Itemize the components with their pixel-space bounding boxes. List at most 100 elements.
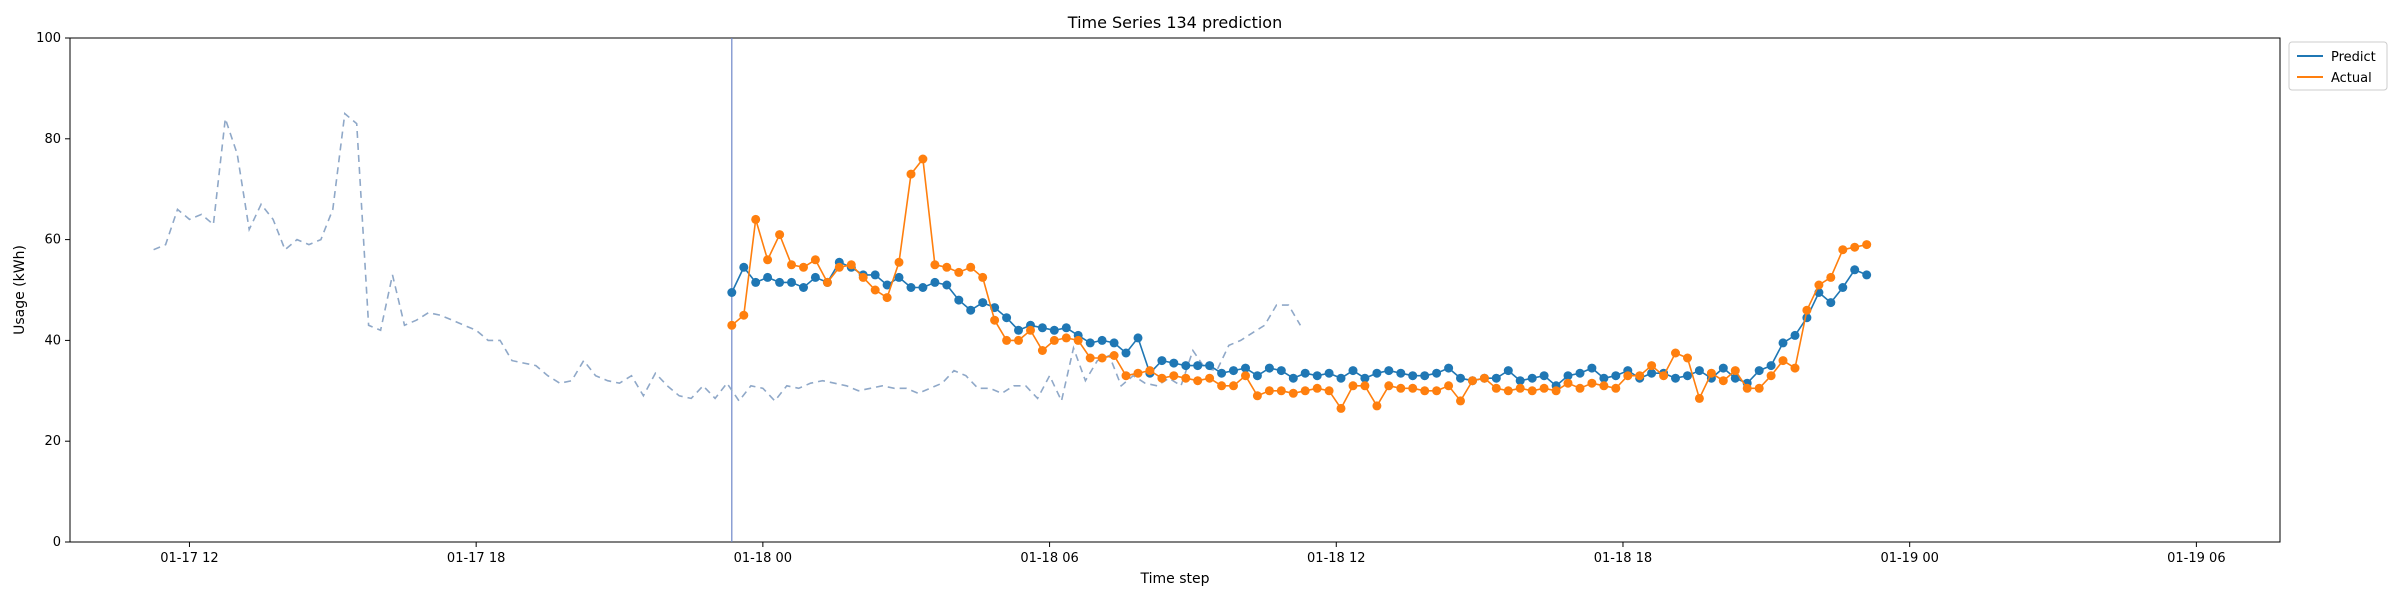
actual-point	[1193, 376, 1203, 386]
actual-point	[1217, 381, 1227, 391]
actual-point	[1826, 272, 1836, 282]
predict-point	[1169, 358, 1179, 368]
x-tick-label: 01-17 12	[160, 551, 218, 566]
predict-point	[1539, 371, 1549, 381]
predict-point	[1599, 373, 1609, 383]
actual-point	[1002, 335, 1012, 345]
actual-point	[1384, 381, 1394, 391]
actual-point	[1814, 280, 1824, 290]
x-tick-label: 01-17 18	[447, 551, 505, 566]
predict-point	[1264, 363, 1274, 373]
predict-point	[1444, 363, 1454, 373]
predict-point	[1300, 368, 1310, 378]
actual-point	[1097, 353, 1107, 363]
actual-point	[1862, 240, 1872, 250]
predict-point	[1432, 368, 1442, 378]
predict-point	[751, 277, 761, 287]
plot-area: 0 20 40 60 80 100 01-17 12 01-17 18 01-18 00 01-1…	[36, 31, 2281, 566]
actual-point	[1551, 386, 1561, 396]
predict-point	[775, 277, 785, 287]
actual-point	[822, 277, 832, 287]
actual-point	[846, 260, 856, 270]
actual-point	[870, 285, 880, 295]
x-tick-label: 01-18 00	[734, 551, 792, 566]
actual-point	[1360, 381, 1370, 391]
predict-point	[1826, 298, 1836, 308]
actual-point	[1061, 333, 1071, 343]
predict-point	[1503, 366, 1513, 376]
predict-point	[1157, 356, 1167, 366]
actual-point	[918, 154, 928, 164]
actual-point	[1706, 368, 1716, 378]
actual-point	[787, 260, 796, 270]
predict-point	[1396, 368, 1406, 378]
actual-point	[1157, 373, 1167, 383]
actual-point	[978, 272, 988, 282]
actual-point	[942, 262, 952, 272]
predict-point	[1372, 368, 1382, 378]
predict-point	[799, 283, 808, 292]
actual-point	[1659, 371, 1669, 381]
predict-point	[1575, 368, 1585, 378]
x-tick-label: 01-18 06	[1020, 551, 1078, 566]
predict-point	[1109, 338, 1119, 348]
x-tick-label: 01-18 18	[1594, 551, 1652, 566]
predict-point	[1360, 373, 1370, 383]
actual-point	[858, 272, 868, 282]
predict-point	[1229, 366, 1238, 376]
actual-point	[1372, 401, 1382, 411]
actual-point	[1599, 381, 1609, 391]
predict-point	[1587, 363, 1597, 373]
y-tick-label: 60	[44, 233, 61, 248]
actual-point	[1575, 383, 1585, 393]
actual-point	[1838, 245, 1848, 255]
predict-point	[1193, 361, 1203, 371]
actual-point	[906, 169, 916, 179]
predict-point	[739, 262, 749, 272]
actual-point	[1145, 366, 1155, 376]
predict-point	[894, 272, 904, 282]
actual-point	[1611, 383, 1621, 393]
predict-point	[978, 298, 988, 308]
actual-point	[1456, 396, 1465, 406]
actual-point	[1336, 403, 1346, 413]
predict-point	[1133, 333, 1143, 343]
actual-point	[1121, 371, 1131, 381]
predict-point	[1778, 338, 1788, 348]
actual-point	[1647, 361, 1657, 371]
actual-point	[775, 230, 785, 240]
y-axis-label: Usage (kWh)	[12, 245, 28, 335]
actual-point	[1229, 381, 1238, 391]
predict-point	[1002, 313, 1012, 323]
actual-point	[1766, 371, 1776, 381]
history-series-line	[153, 112, 1302, 404]
predict-point	[1850, 265, 1860, 275]
actual-point	[1802, 305, 1812, 315]
x-tick-label: 01-19 00	[1880, 551, 1938, 566]
predict-point	[1718, 363, 1728, 373]
actual-point	[1300, 386, 1310, 396]
actual-point	[810, 255, 820, 265]
actual-point	[763, 255, 773, 265]
actual-point	[1742, 383, 1752, 393]
legend: Predict Actual	[2288, 41, 2388, 91]
actual-point	[954, 267, 964, 277]
actual-point	[1539, 383, 1549, 393]
predict-point	[1061, 323, 1071, 333]
actual-point	[1790, 363, 1800, 373]
predict-point	[1205, 361, 1215, 371]
x-tick-label: 01-18 12	[1307, 551, 1365, 566]
predict-point	[1384, 366, 1394, 376]
actual-point	[1408, 383, 1418, 393]
predict-point	[918, 283, 928, 292]
predict-point	[1491, 373, 1501, 383]
predict-point	[1097, 335, 1107, 345]
actual-point	[1073, 335, 1083, 345]
actual-point	[930, 260, 940, 270]
actual-point	[1730, 366, 1740, 376]
actual-point	[1468, 376, 1477, 386]
predict-point	[763, 272, 773, 282]
predict-point	[1838, 283, 1848, 292]
predict-point	[1683, 371, 1692, 381]
